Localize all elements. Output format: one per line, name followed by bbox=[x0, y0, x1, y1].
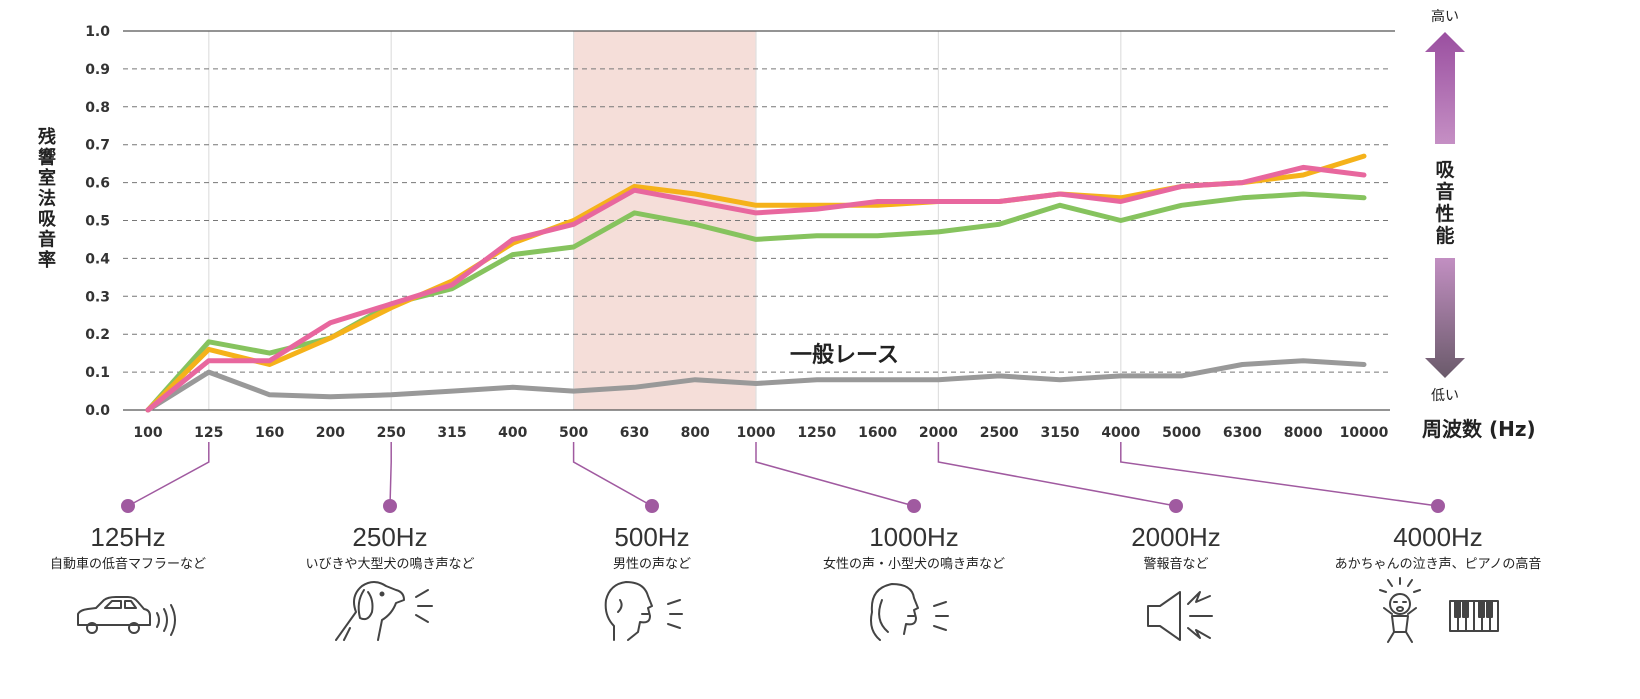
female-voice-icon bbox=[870, 583, 949, 641]
y-tick-label: 0.3 bbox=[85, 289, 110, 305]
x-tick-label: 630 bbox=[620, 425, 649, 441]
y-tick-label: 0.2 bbox=[85, 327, 110, 343]
connector-line bbox=[755, 442, 915, 507]
x-tick-label: 4000 bbox=[1101, 425, 1140, 441]
x-tick-labels: 100 125 160 200 250 315 400 500 630 800 1000 1250 16… bbox=[133, 425, 1388, 441]
baby-piano-icon bbox=[1379, 577, 1499, 643]
male-voice-icon bbox=[604, 581, 683, 641]
x-tick-label: 8000 bbox=[1284, 425, 1323, 441]
x-tick-label: 1250 bbox=[797, 425, 836, 441]
high-label: 高い bbox=[1431, 8, 1459, 25]
x-tick-label: 250 bbox=[377, 425, 406, 441]
y-tick-label: 0.4 bbox=[85, 251, 110, 267]
x-tick-label: 6300 bbox=[1223, 425, 1262, 441]
x-tick-label: 100 bbox=[133, 425, 162, 441]
performance-title-char: 音 bbox=[1435, 180, 1454, 203]
x-tick-label: 200 bbox=[316, 425, 345, 441]
series-lines bbox=[145, 153, 1367, 413]
y-tick-label: 0.9 bbox=[85, 62, 110, 78]
x-tick-label: 500 bbox=[559, 425, 588, 441]
x-tick-label: 10000 bbox=[1340, 425, 1389, 441]
low-label: 低い bbox=[1431, 388, 1459, 404]
performance-title-char: 性 bbox=[1435, 202, 1454, 225]
performance-title-char: 能 bbox=[1435, 224, 1454, 247]
frequency-label: 1000Hz bbox=[869, 522, 959, 552]
y-tick-label: 0.6 bbox=[85, 176, 110, 192]
horizontal-gridlines bbox=[123, 30, 1395, 411]
frequency-description: 警報音など bbox=[1143, 556, 1208, 572]
frequency-description: あかちゃんの泣き声、ピアノの高音 bbox=[1335, 556, 1542, 572]
connector-dot bbox=[907, 499, 921, 513]
car-icon bbox=[77, 596, 176, 636]
connector-line bbox=[1120, 442, 1439, 507]
frequency-description: 自動車の低音マフラーなど bbox=[50, 556, 206, 572]
y-axis-title-char: 響 bbox=[38, 147, 56, 169]
y-tick-label: 0.0 bbox=[85, 403, 110, 419]
x-tick-label: 3150 bbox=[1041, 425, 1080, 441]
y-axis-title-char: 室 bbox=[38, 167, 56, 189]
y-axis-title-char: 吸 bbox=[38, 209, 57, 230]
connector-line bbox=[937, 442, 1177, 507]
frequency-description: 女性の声・小型犬の鳴き声など bbox=[823, 556, 1005, 572]
frequency-description: 男性の声など bbox=[613, 557, 691, 572]
connector-dot bbox=[645, 499, 659, 513]
frequency-label: 500Hz bbox=[614, 522, 689, 552]
x-tick-label: 1600 bbox=[858, 425, 897, 441]
y-tick-label: 0.7 bbox=[85, 138, 110, 154]
arrow-up-icon bbox=[1425, 32, 1465, 144]
y-axis-title-char: 法 bbox=[38, 188, 56, 210]
y-axis-title-char: 音 bbox=[38, 229, 56, 251]
performance-title-char: 吸 bbox=[1435, 159, 1455, 181]
x-tick-label: 400 bbox=[498, 425, 527, 441]
connector-dot bbox=[383, 499, 397, 513]
frequency-label: 250Hz bbox=[352, 522, 427, 552]
x-axis-unit-label: 周波数 (Hz) bbox=[1422, 417, 1536, 441]
frequency-label: 125Hz bbox=[90, 522, 165, 552]
x-tick-label: 315 bbox=[437, 425, 466, 441]
connector-dot bbox=[121, 499, 135, 513]
x-tick-label: 800 bbox=[681, 425, 710, 441]
y-tick-labels: 0.0 0.1 0.2 0.3 0.4 0.5 0.6 0.7 0.8 0.9 1.0 bbox=[85, 24, 110, 419]
x-tick-label: 125 bbox=[194, 425, 223, 441]
series-line-3 bbox=[145, 358, 1367, 413]
y-tick-label: 0.1 bbox=[85, 365, 110, 381]
connector-line bbox=[389, 442, 392, 507]
connector-line bbox=[572, 442, 653, 507]
frequency-connectors bbox=[121, 442, 1445, 513]
frequency-examples: 125Hz 自動車の低音マフラーなど 250Hz いびきや大型犬の鳴き声など 500Hz… bbox=[50, 522, 1541, 572]
connector-dot bbox=[1169, 499, 1183, 513]
y-tick-label: 0.8 bbox=[85, 100, 110, 116]
x-tick-label: 2000 bbox=[919, 425, 958, 441]
x-tick-label: 2500 bbox=[980, 425, 1019, 441]
y-axis-title-char: 残 bbox=[38, 126, 56, 148]
frequency-label: 4000Hz bbox=[1393, 522, 1483, 552]
dog-barking-icon bbox=[335, 581, 433, 641]
x-tick-label: 1000 bbox=[737, 425, 776, 441]
speaker-alarm-icon bbox=[1147, 591, 1213, 641]
connector-dot bbox=[1431, 499, 1445, 513]
series-annotation: 一般レース bbox=[790, 342, 899, 368]
y-tick-label: 0.5 bbox=[85, 214, 110, 230]
connector-line bbox=[127, 442, 210, 507]
frequency-description: いびきや大型犬の鳴き声など bbox=[305, 557, 474, 572]
y-tick-label: 1.0 bbox=[85, 24, 110, 40]
arrow-down-icon bbox=[1425, 258, 1465, 378]
frequency-label: 2000Hz bbox=[1131, 522, 1221, 552]
x-tick-label: 160 bbox=[255, 425, 284, 441]
x-tick-label: 5000 bbox=[1162, 425, 1201, 441]
y-axis-title-char: 率 bbox=[38, 249, 56, 271]
series-line-2 bbox=[145, 164, 1367, 413]
